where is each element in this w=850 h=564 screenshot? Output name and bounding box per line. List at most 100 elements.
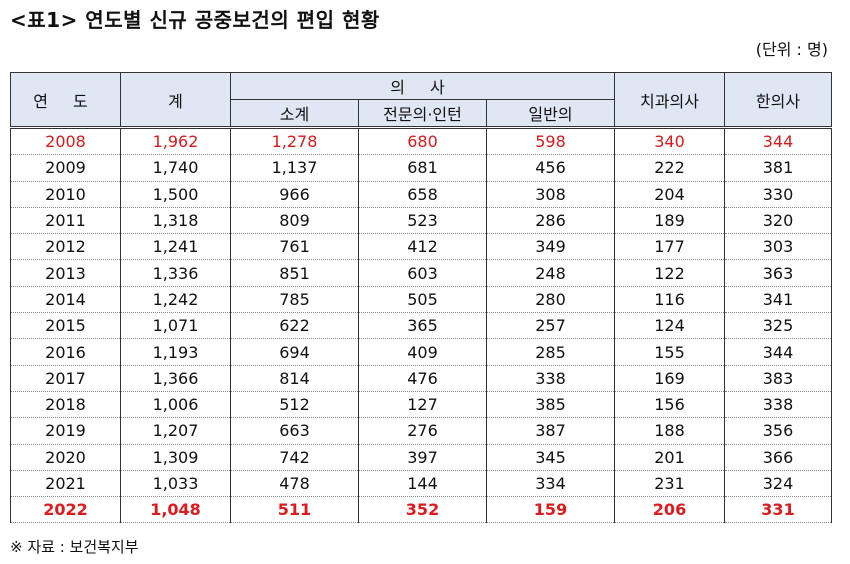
table-row: 2019 1,207 663 276 387 188 356 bbox=[10, 417, 832, 445]
cell-oriental: 330 bbox=[724, 180, 832, 208]
cell-general: 345 bbox=[486, 443, 615, 471]
header-doctor: 의 사 bbox=[230, 72, 615, 100]
cell-total: 1,071 bbox=[120, 312, 231, 340]
cell-dentist: 155 bbox=[614, 338, 725, 366]
cell-total: 1,962 bbox=[120, 126, 231, 156]
table-row: 2011 1,318 809 523 286 189 320 bbox=[10, 206, 832, 235]
table-row: 2013 1,336 851 603 248 122 363 bbox=[10, 259, 832, 287]
cell-oriental: 363 bbox=[724, 259, 832, 287]
header-year: 연 도 bbox=[10, 72, 121, 129]
header-total: 계 bbox=[120, 72, 231, 129]
cell-oriental: 303 bbox=[724, 233, 832, 261]
table-row: 2018 1,006 512 127 385 156 338 bbox=[10, 390, 832, 419]
cell-dentist: 201 bbox=[614, 443, 725, 471]
cell-subtotal: 622 bbox=[230, 312, 359, 340]
cell-dentist: 177 bbox=[614, 233, 725, 261]
cell-total: 1,033 bbox=[120, 469, 231, 498]
cell-subtotal: 511 bbox=[230, 496, 359, 524]
table-row: 2016 1,193 694 409 285 155 344 bbox=[10, 338, 832, 366]
cell-subtotal: 512 bbox=[230, 390, 359, 419]
cell-subtotal: 809 bbox=[230, 206, 359, 235]
cell-specialist: 523 bbox=[358, 206, 487, 235]
cell-general: 280 bbox=[486, 285, 615, 314]
cell-subtotal: 478 bbox=[230, 469, 359, 498]
cell-total: 1,006 bbox=[120, 390, 231, 419]
cell-year: 2020 bbox=[10, 443, 121, 471]
cell-specialist: 476 bbox=[358, 364, 487, 392]
cell-year: 2016 bbox=[10, 338, 121, 366]
cell-total: 1,366 bbox=[120, 364, 231, 392]
header-subtotal: 소계 bbox=[230, 99, 359, 129]
cell-subtotal: 966 bbox=[230, 180, 359, 208]
cell-dentist: 206 bbox=[614, 496, 725, 524]
table-row: 2017 1,366 814 476 338 169 383 bbox=[10, 364, 832, 392]
cell-oriental: 366 bbox=[724, 443, 832, 471]
cell-total: 1,740 bbox=[120, 154, 231, 182]
cell-total: 1,242 bbox=[120, 285, 231, 314]
cell-general: 308 bbox=[486, 180, 615, 208]
cell-general: 385 bbox=[486, 390, 615, 419]
cell-general: 349 bbox=[486, 233, 615, 261]
cell-subtotal: 814 bbox=[230, 364, 359, 392]
cell-oriental: 383 bbox=[724, 364, 832, 392]
cell-general: 285 bbox=[486, 338, 615, 366]
cell-oriental: 325 bbox=[724, 312, 832, 340]
cell-general: 248 bbox=[486, 259, 615, 287]
cell-year: 2011 bbox=[10, 206, 121, 235]
cell-year: 2021 bbox=[10, 469, 121, 498]
table-row: 2009 1,740 1,137 681 456 222 381 bbox=[10, 154, 832, 182]
cell-specialist: 409 bbox=[358, 338, 487, 366]
cell-specialist: 658 bbox=[358, 180, 487, 208]
cell-year: 2012 bbox=[10, 233, 121, 261]
data-table: 연 도 계 의 사 치과의사 한의사 소계 전문의·인턴 일반의 2008 1,… bbox=[10, 72, 832, 524]
cell-general: 456 bbox=[486, 154, 615, 182]
cell-oriental: 344 bbox=[724, 126, 832, 156]
cell-oriental: 324 bbox=[724, 469, 832, 498]
cell-specialist: 365 bbox=[358, 312, 487, 340]
cell-total: 1,318 bbox=[120, 206, 231, 235]
cell-subtotal: 851 bbox=[230, 259, 359, 287]
cell-dentist: 124 bbox=[614, 312, 725, 340]
cell-general: 338 bbox=[486, 364, 615, 392]
cell-total: 1,207 bbox=[120, 417, 231, 445]
cell-dentist: 188 bbox=[614, 417, 725, 445]
cell-specialist: 412 bbox=[358, 233, 487, 261]
cell-general: 257 bbox=[486, 312, 615, 340]
cell-oriental: 341 bbox=[724, 285, 832, 314]
cell-total: 1,309 bbox=[120, 443, 231, 471]
cell-dentist: 116 bbox=[614, 285, 725, 314]
cell-dentist: 156 bbox=[614, 390, 725, 419]
table-row: 2012 1,241 761 412 349 177 303 bbox=[10, 233, 832, 261]
cell-oriental: 381 bbox=[724, 154, 832, 182]
cell-specialist: 276 bbox=[358, 417, 487, 445]
cell-general: 387 bbox=[486, 417, 615, 445]
cell-year: 2017 bbox=[10, 364, 121, 392]
cell-subtotal: 663 bbox=[230, 417, 359, 445]
cell-year: 2014 bbox=[10, 285, 121, 314]
cell-oriental: 320 bbox=[724, 206, 832, 235]
cell-year: 2013 bbox=[10, 259, 121, 287]
table-title: <표1> 연도별 신규 공중보건의 편입 현황 bbox=[10, 8, 380, 32]
cell-general: 286 bbox=[486, 206, 615, 235]
table-row: 2010 1,500 966 658 308 204 330 bbox=[10, 180, 832, 208]
table-row: 2014 1,242 785 505 280 116 341 bbox=[10, 285, 832, 314]
cell-subtotal: 742 bbox=[230, 443, 359, 471]
table-row: 2021 1,033 478 144 334 231 324 bbox=[10, 469, 832, 498]
cell-year: 2015 bbox=[10, 312, 121, 340]
table-row: 2015 1,071 622 365 257 124 325 bbox=[10, 312, 832, 340]
cell-dentist: 122 bbox=[614, 259, 725, 287]
cell-specialist: 603 bbox=[358, 259, 487, 287]
cell-total: 1,336 bbox=[120, 259, 231, 287]
cell-dentist: 231 bbox=[614, 469, 725, 498]
cell-dentist: 204 bbox=[614, 180, 725, 208]
table-row: 2008 1,962 1,278 680 598 340 344 bbox=[10, 126, 832, 156]
unit-note: (단위 : 명) bbox=[755, 40, 828, 59]
cell-subtotal: 761 bbox=[230, 233, 359, 261]
header-general: 일반의 bbox=[486, 99, 615, 129]
cell-dentist: 340 bbox=[614, 126, 725, 156]
cell-dentist: 222 bbox=[614, 154, 725, 182]
cell-year: 2022 bbox=[10, 496, 121, 524]
cell-specialist: 681 bbox=[358, 154, 487, 182]
table-row: 2022 1,048 511 352 159 206 331 bbox=[10, 496, 832, 524]
table-body: 2008 1,962 1,278 680 598 340 344 2009 1,… bbox=[10, 126, 832, 524]
